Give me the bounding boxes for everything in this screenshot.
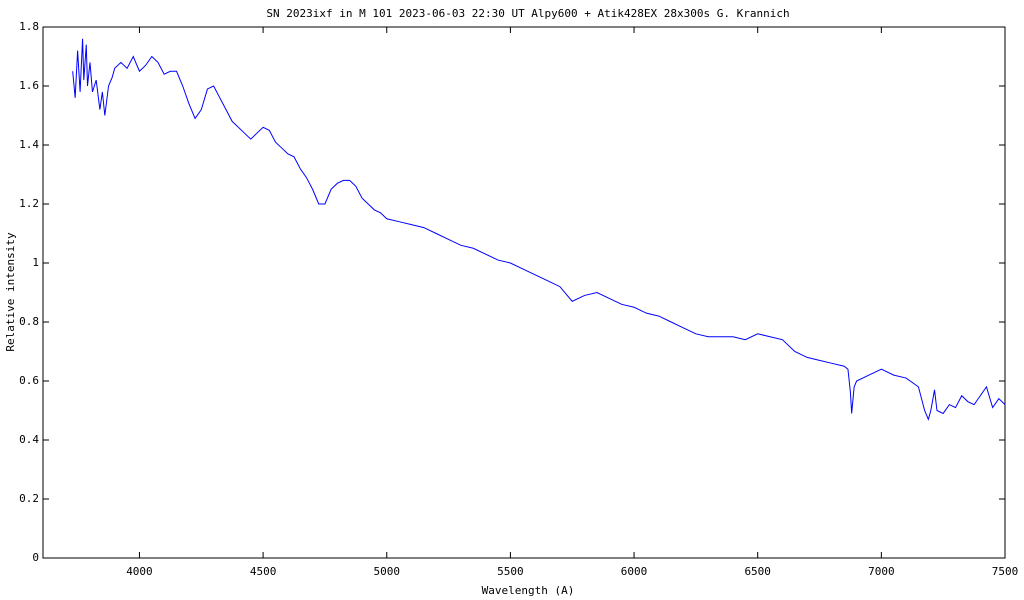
x-axis-label: Wavelength (A)	[482, 584, 575, 597]
spectrum-line	[72, 38, 1006, 421]
y-tick-label: 1	[32, 256, 39, 269]
x-tick-label: 4000	[126, 565, 153, 578]
chart-title: SN 2023ixf in M 101 2023-06-03 22:30 UT …	[266, 7, 789, 20]
x-tick-label: 6500	[744, 565, 771, 578]
x-tick-label: 4500	[250, 565, 277, 578]
y-tick-label: 0	[32, 551, 39, 564]
y-tick-label: 1.6	[19, 79, 39, 92]
plot-frame	[42, 26, 1006, 559]
x-tick-label: 7500	[992, 565, 1019, 578]
y-tick-label: 1.2	[19, 197, 39, 210]
y-tick-label: 0.8	[19, 315, 39, 328]
x-tick-label: 7000	[868, 565, 895, 578]
x-tick-label: 6000	[621, 565, 648, 578]
x-tick-label: 5500	[497, 565, 524, 578]
y-tick-label: 1.8	[19, 20, 39, 33]
y-axis-label: Relative intensity	[4, 232, 17, 352]
y-tick-label: 0.6	[19, 374, 39, 387]
y-tick-label: 1.4	[19, 138, 39, 151]
y-tick-label: 0.4	[19, 433, 39, 446]
x-tick-label: 5000	[373, 565, 400, 578]
y-tick-label: 0.2	[19, 492, 39, 505]
